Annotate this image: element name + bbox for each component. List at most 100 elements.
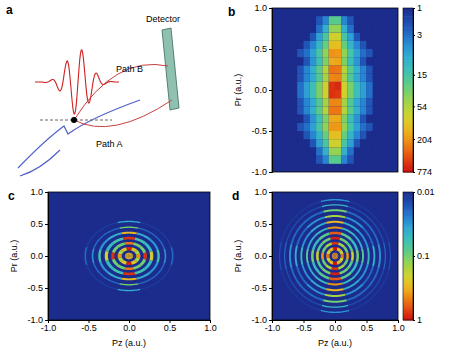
tick: -1.0 xyxy=(41,320,57,333)
detector-label: Detector xyxy=(146,14,180,24)
cell xyxy=(291,115,297,123)
marks xyxy=(84,221,173,291)
cell xyxy=(304,41,310,49)
tick-label: 0.01 xyxy=(417,187,435,197)
cell xyxy=(310,106,316,114)
tick: 0.5 xyxy=(164,320,177,333)
tick-mark xyxy=(413,139,415,140)
cell xyxy=(360,139,366,147)
tick: 0.5 xyxy=(254,219,272,229)
ring-cell xyxy=(348,206,371,220)
cell xyxy=(329,16,335,24)
ring-cell xyxy=(338,242,345,247)
cell xyxy=(297,82,303,90)
y-axis-title: Pr (a.u.) xyxy=(233,74,243,107)
cell xyxy=(310,24,316,32)
ring-cell xyxy=(121,260,127,265)
ring-cell xyxy=(107,233,121,241)
cell xyxy=(316,106,322,114)
cell xyxy=(304,65,310,73)
cell xyxy=(310,115,316,123)
ring-cell xyxy=(374,216,389,242)
y-axis: -1.0-0.50.00.51.0 xyxy=(251,3,272,177)
cell xyxy=(360,156,366,164)
ring-cell xyxy=(117,221,140,223)
ring-cell xyxy=(339,257,344,262)
cell xyxy=(354,147,360,155)
cell xyxy=(304,115,310,123)
cell xyxy=(310,57,316,65)
ring-cell xyxy=(149,262,159,273)
cell xyxy=(304,147,310,155)
cell xyxy=(367,57,373,65)
cell xyxy=(291,82,297,90)
cell xyxy=(354,156,360,164)
cell xyxy=(297,139,303,147)
tick-label: -0.5 xyxy=(81,323,97,333)
cell xyxy=(304,131,310,139)
cell xyxy=(367,156,373,164)
ring-cell xyxy=(149,251,153,261)
cell xyxy=(310,33,316,41)
diagram-a: aDetectorPath BPath A xyxy=(6,3,180,176)
ring-cell xyxy=(124,242,133,245)
cell xyxy=(304,82,310,90)
cell xyxy=(341,33,347,41)
ring-cell xyxy=(279,241,282,270)
cell xyxy=(373,147,379,155)
ring-cell xyxy=(372,245,375,266)
cell xyxy=(297,24,303,32)
ring-cell xyxy=(125,254,129,256)
ring-cell xyxy=(291,223,304,244)
tick: -0.5 xyxy=(27,283,48,293)
ring-cell xyxy=(144,242,153,251)
cell xyxy=(316,16,322,24)
ring-cell xyxy=(330,237,340,240)
panel-d: -1.0-0.50.00.51.0-1.0-0.50.00.51.0Pr (a.… xyxy=(232,187,435,348)
path-b-label: Path B xyxy=(116,64,143,74)
ring-cell xyxy=(289,244,292,268)
tick-label: 1 xyxy=(417,3,422,13)
cell xyxy=(354,74,360,82)
ring-cell xyxy=(331,242,338,245)
colorbar-frame xyxy=(403,192,413,320)
ring-cell xyxy=(315,228,328,237)
ring-cell xyxy=(330,272,340,275)
ring-cell xyxy=(312,262,320,274)
ring-cell xyxy=(138,276,155,285)
cell xyxy=(297,147,303,155)
cell xyxy=(310,41,316,49)
cell xyxy=(335,98,341,106)
tick-label: 0.5 xyxy=(164,323,177,333)
cell xyxy=(367,24,373,32)
y-axis-title: Pr (a.u.) xyxy=(233,240,243,273)
ring-cell xyxy=(335,256,337,259)
cell xyxy=(291,131,297,139)
ring-cell xyxy=(346,252,349,259)
ring-cell xyxy=(332,256,335,258)
ring-cell xyxy=(133,242,142,247)
ring-cell xyxy=(291,268,304,289)
cell xyxy=(316,90,322,98)
panel-b: -1.0-0.50.00.51.0Pr (a.u.)b131554204774 xyxy=(228,3,432,177)
cell xyxy=(373,156,379,164)
cell xyxy=(335,90,341,98)
ring-cell xyxy=(143,252,147,259)
cell xyxy=(304,74,310,82)
cell xyxy=(297,41,303,49)
cell xyxy=(297,65,303,73)
ring-cell xyxy=(126,262,132,265)
cell xyxy=(354,123,360,131)
ring-cell xyxy=(118,250,124,255)
cell xyxy=(354,131,360,139)
ring-cell xyxy=(103,276,120,285)
cell xyxy=(291,98,297,106)
tick: 0.0 xyxy=(123,320,136,333)
cell xyxy=(354,65,360,73)
cell xyxy=(354,16,360,24)
cell xyxy=(322,33,328,41)
ring-cell xyxy=(349,201,374,217)
tick: 15 xyxy=(413,70,427,80)
ring-cell xyxy=(116,264,125,269)
colorbar-axis: 0.010.11 xyxy=(413,187,435,325)
